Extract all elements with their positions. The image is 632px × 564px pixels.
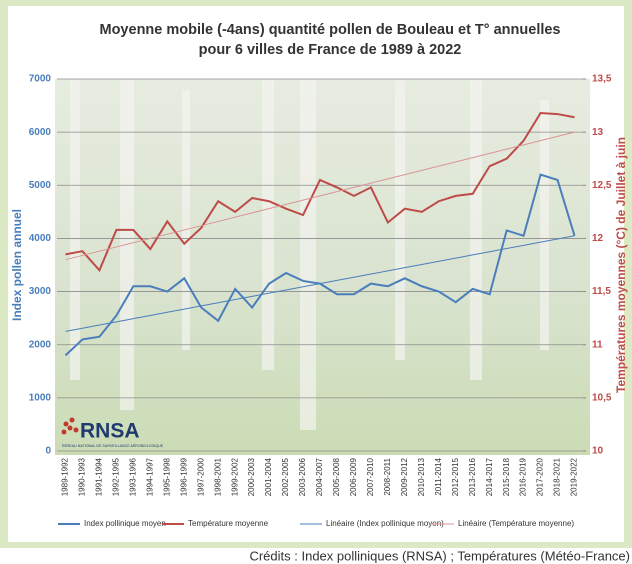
x-tick-label: 1993-1996 [128,457,137,496]
logo-icon [61,417,79,435]
x-tick-label: 2014-2017 [485,457,494,496]
y2-tick-label: 11,5 [592,286,611,297]
y2-tick-label: 13 [592,127,604,138]
series-line [65,131,575,261]
y-tick-label: 5000 [29,180,52,191]
x-tick-label: 2019-2022 [570,457,579,496]
y2-tick-label: 11 [592,339,603,350]
x-tick-label: 2018-2021 [553,457,562,496]
y-tick-label: 6000 [29,127,52,138]
x-tick-label: 2006-2009 [349,457,358,496]
x-tick-label: 1989-1992 [61,457,70,496]
x-tick-label: 1991-1994 [95,457,104,496]
x-tick-label: 1992-1995 [111,457,120,496]
trees [70,80,549,430]
y-tick-label: 2000 [29,339,52,350]
x-tick-label: 1995-1998 [162,457,171,496]
legend-label: Température moyenne [188,519,269,528]
x-tick-label: 2011-2014 [434,457,443,495]
y-tick-label: 1000 [29,392,52,403]
x-tick-label: 1994-1997 [145,457,154,496]
series-line [65,111,575,273]
x-tick-label: 2003-2006 [298,457,307,496]
y-tick-label: 3000 [29,286,52,297]
chart-title: Moyenne mobile (-4ans) quantité pollen d… [100,22,561,38]
x-tick-label: 1997-2000 [196,457,205,496]
x-tick-label: 1999-2002 [230,457,239,496]
x-tick-label: 2008-2011 [383,457,392,495]
x-tick-label: 1990-1993 [78,457,87,496]
x-tick-label: 2017-2020 [536,457,545,496]
legend-label: Index pollinique moyen [84,519,166,528]
x-tick-label: 2005-2008 [332,457,341,496]
logo-subtext: RÉSEAU NATIONAL DE SURVEILLANCE AÉROBIOL… [62,443,164,448]
x-tick-label: 2016-2019 [519,457,528,496]
x-tick-label: 2007-2010 [366,457,375,496]
x-tick-label: 2001-2004 [264,457,273,496]
y2-tick-label: 12 [592,233,604,244]
y-axis-title: Index pollen annuel [10,209,24,321]
photo-background [55,79,590,455]
x-tick-label: 2010-2013 [417,457,426,496]
y2-tick-label: 13,5 [592,74,612,85]
x-tick-label: 2015-2018 [502,457,511,496]
series-line [65,235,575,332]
legend-label: Linéaire (Index pollinique moyen) [326,519,444,528]
y2-tick-label: 10,5 [592,392,612,403]
x-tick-label: 2000-2003 [247,457,256,496]
x-tick-label: 2004-2007 [315,457,324,496]
y2-tick-label: 12,5 [592,180,612,191]
x-tick-label: 1996-1999 [179,457,188,496]
y2-axis-title: Températures moyennes (°C) de Juillet à … [614,137,628,393]
x-tick-label: 2012-2015 [451,457,460,496]
credit: Crédits : Index polliniques (RNSA) ; Tem… [249,548,630,563]
legend-label: Linéaire (Température moyenne) [458,519,574,528]
chart-title: pour 6 villes de France de 1989 à 2022 [199,42,462,58]
y-tick-label: 7000 [29,74,52,85]
logo-text: RNSA [80,420,140,443]
x-tick-label: 1998-2001 [213,457,222,496]
y-tick-label: 4000 [29,233,52,244]
y-tick-label: 0 [45,446,51,457]
y2-tick-label: 10 [592,446,604,457]
x-tick-label: 2002-2005 [281,457,290,496]
x-tick-label: 2009-2012 [400,457,409,496]
x-tick-label: 2013-2016 [468,457,477,496]
